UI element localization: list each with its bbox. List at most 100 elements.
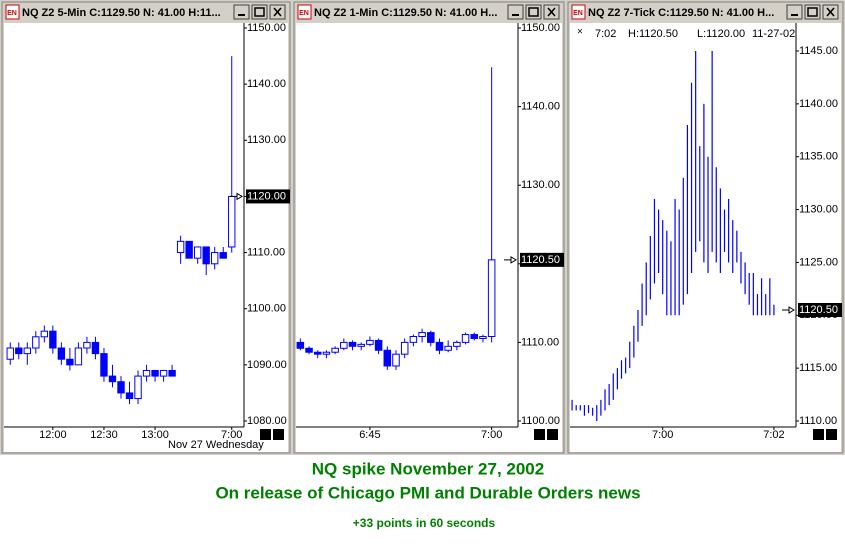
y-tick-label: 1100.00 [521, 415, 560, 427]
y-tick-label: 1135.00 [799, 151, 838, 163]
candle-body [427, 332, 435, 343]
candle-body [211, 252, 219, 265]
y-tick-label: 1080.00 [247, 415, 287, 427]
plot-area [4, 23, 288, 427]
candle-body [57, 347, 66, 360]
candle-body [40, 330, 49, 338]
title-bar [295, 3, 563, 22]
y-tick-label: 1115.00 [799, 362, 837, 374]
y-tick-label: 1110.00 [799, 415, 837, 427]
maximize-glyph [254, 7, 265, 17]
maximize-glyph [807, 7, 818, 17]
candle-body [296, 341, 305, 349]
window-title: NQ Z2 1-Min C:1129.50 N: 41.00 H... [314, 7, 497, 19]
candle-body [159, 369, 168, 377]
minimize-button[interactable] [507, 4, 524, 20]
y-tick-label: 1150.00 [247, 22, 286, 34]
info-text: L:1120.00 [697, 28, 745, 40]
x-tick-label: 7:00 [221, 429, 242, 441]
x-tick-label: 7:02 [763, 429, 784, 441]
candle-body [117, 381, 125, 394]
plot-area [296, 23, 562, 427]
corner-box [260, 429, 271, 440]
y-tick-label: 1090.00 [247, 359, 287, 371]
candle-body [66, 358, 74, 366]
y-tick-label: 1110.00 [247, 246, 285, 258]
candle-body [348, 341, 357, 347]
last-price-box [246, 189, 290, 204]
minimize-button[interactable] [233, 4, 250, 20]
y-tick-label: 1150.00 [521, 22, 560, 34]
candle-body [32, 336, 40, 349]
caption-headline: NQ spike November 27, 2002 [312, 459, 544, 478]
candle-body [453, 341, 461, 347]
last-price-label: 1120.50 [799, 304, 838, 316]
candle-body [331, 347, 339, 353]
x-tick-label: 7:00 [652, 429, 673, 441]
x-tick-label: 12:30 [90, 429, 118, 441]
y-tick-label: 1130.00 [799, 203, 838, 215]
candle-body [357, 343, 365, 347]
y-tick-label: 1130.00 [247, 134, 286, 146]
candle-body [202, 246, 210, 265]
caption-note: +33 points in 60 seconds [353, 516, 496, 530]
candle-body [461, 334, 470, 343]
corner-box [547, 429, 558, 440]
last-price-box [798, 303, 842, 317]
window-icon [5, 4, 20, 20]
date-label: Nov 27 Wednesday [168, 439, 264, 451]
candle-body [409, 336, 418, 343]
candle-body [142, 369, 151, 377]
window-icon-text: EN [299, 10, 309, 17]
info-text: H:1120.50 [628, 28, 678, 40]
candle-body [83, 341, 91, 349]
candle-body [366, 339, 374, 345]
info-icon: × [577, 27, 583, 38]
candle-body [470, 334, 479, 339]
candle-body [23, 347, 31, 355]
candle-body [100, 353, 108, 377]
info-text: 11-27-02 [752, 28, 795, 40]
y-tick-label: 1130.00 [521, 179, 560, 191]
y-tick-label: 1140.00 [521, 101, 560, 113]
title-bar [3, 3, 289, 22]
window-icon-text: EN [7, 10, 17, 17]
candle-body [6, 347, 14, 360]
candle-body [168, 369, 176, 377]
candle-body [91, 341, 100, 355]
corner-box [273, 429, 284, 440]
time-strip [570, 427, 841, 452]
y-tick-label: 1140.00 [247, 78, 286, 90]
time-strip [296, 427, 562, 452]
candle-body [305, 347, 313, 353]
candle-body [313, 351, 322, 355]
maximize-glyph [528, 7, 539, 17]
minimize-button[interactable] [786, 4, 803, 20]
candle-body [435, 341, 444, 351]
candle-body [15, 347, 23, 355]
window-title: NQ Z2 5-Min C:1129.50 N: 41.00 H:11... [22, 7, 221, 19]
candle-body [340, 341, 348, 349]
candle-body [228, 195, 236, 248]
corner-box [534, 429, 545, 440]
y-tick-label: 1140.00 [799, 98, 838, 110]
candle-body [444, 345, 452, 351]
candle-body [185, 240, 193, 259]
candle-body [125, 392, 134, 400]
candle-body [487, 259, 496, 338]
candle-body [176, 240, 185, 254]
last-price-label: 1120.50 [521, 254, 560, 266]
candle-body [151, 369, 159, 377]
candle-body [383, 349, 392, 367]
corner-box [813, 429, 824, 440]
y-tick-label: 1100.00 [247, 303, 286, 315]
y-tick-label: 1125.00 [799, 256, 838, 268]
corner-box [826, 429, 837, 440]
x-tick-label: 7:00 [481, 429, 502, 441]
time-strip [4, 427, 288, 452]
x-tick-label: 6:45 [359, 429, 380, 441]
last-arrow [504, 255, 517, 264]
title-bar [569, 3, 842, 22]
candle-body [418, 332, 426, 338]
